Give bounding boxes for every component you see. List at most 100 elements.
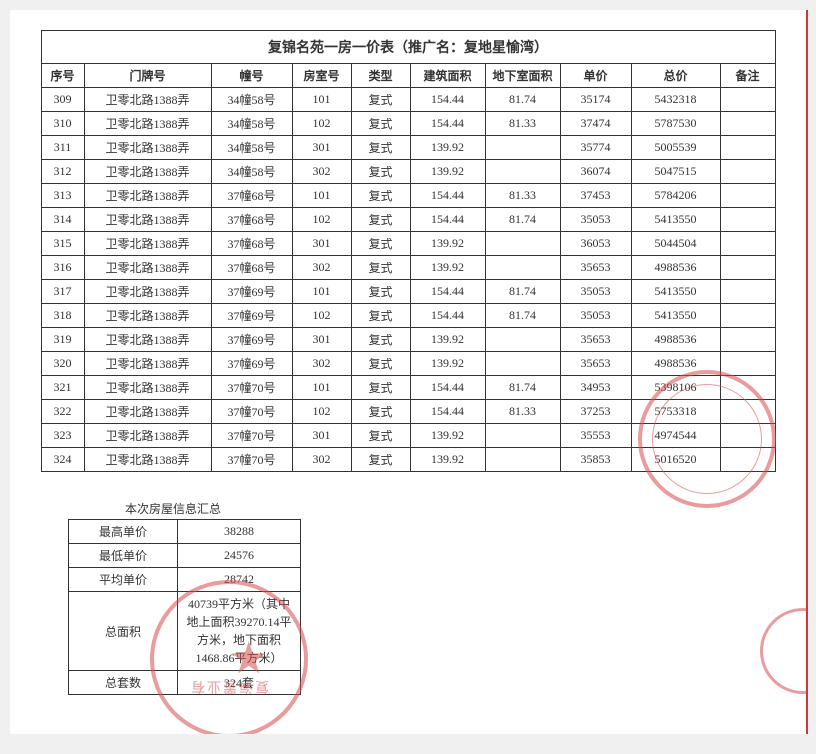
table-cell: 101 (292, 88, 351, 112)
table-cell (485, 448, 560, 472)
table-cell: 302 (292, 160, 351, 184)
table-cell (485, 160, 560, 184)
table-cell: 复式 (351, 232, 410, 256)
table-cell: 318 (41, 304, 84, 328)
table-cell: 35553 (560, 424, 631, 448)
table-cell (485, 136, 560, 160)
table-row: 324卫零北路1388弄37幢70号302复式139.9235853501652… (41, 448, 775, 472)
summary-label: 最低单价 (69, 544, 178, 568)
col-seq: 序号 (41, 64, 84, 88)
col-total: 总价 (631, 64, 720, 88)
table-row: 313卫零北路1388弄37幢68号101复式154.4481.33374535… (41, 184, 775, 208)
table-cell: 37幢69号 (211, 328, 292, 352)
table-cell: 复式 (351, 280, 410, 304)
table-cell (485, 424, 560, 448)
table-cell: 35053 (560, 208, 631, 232)
table-cell: 卫零北路1388弄 (84, 424, 211, 448)
table-cell: 324 (41, 448, 84, 472)
table-cell: 35053 (560, 304, 631, 328)
table-cell: 302 (292, 352, 351, 376)
table-cell: 34幢58号 (211, 88, 292, 112)
table-cell: 4988536 (631, 256, 720, 280)
col-addr: 门牌号 (84, 64, 211, 88)
summary-count-value: 324套 (178, 671, 301, 695)
table-cell: 34幢58号 (211, 112, 292, 136)
table-cell (720, 232, 775, 256)
table-cell: 复式 (351, 160, 410, 184)
table-cell: 81.74 (485, 208, 560, 232)
table-cell: 309 (41, 88, 84, 112)
table-cell (720, 424, 775, 448)
table-cell: 34幢58号 (211, 160, 292, 184)
table-cell (720, 376, 775, 400)
table-cell: 311 (41, 136, 84, 160)
summary-table: 最高单价38288最低单价24576平均单价28742 总面积 40739平方米… (68, 519, 301, 695)
table-cell: 复式 (351, 400, 410, 424)
table-cell: 卫零北路1388弄 (84, 136, 211, 160)
summary-area-label: 总面积 (69, 592, 178, 671)
table-cell (720, 280, 775, 304)
table-cell: 34953 (560, 376, 631, 400)
summary-value: 24576 (178, 544, 301, 568)
table-cell: 139.92 (410, 136, 485, 160)
table-row: 315卫零北路1388弄37幢68号301复式139.9236053504450… (41, 232, 775, 256)
table-cell: 139.92 (410, 424, 485, 448)
col-note: 备注 (720, 64, 775, 88)
col-bldg: 幢号 (211, 64, 292, 88)
table-cell (720, 88, 775, 112)
table-cell: 37幢70号 (211, 400, 292, 424)
table-cell: 卫零北路1388弄 (84, 184, 211, 208)
table-cell (485, 232, 560, 256)
table-cell: 154.44 (410, 88, 485, 112)
table-cell: 卫零北路1388弄 (84, 280, 211, 304)
table-cell: 323 (41, 424, 84, 448)
table-cell: 315 (41, 232, 84, 256)
table-cell: 37幢70号 (211, 424, 292, 448)
table-cell: 139.92 (410, 352, 485, 376)
table-cell: 卫零北路1388弄 (84, 352, 211, 376)
table-cell: 154.44 (410, 400, 485, 424)
table-cell: 301 (292, 328, 351, 352)
table-cell: 35774 (560, 136, 631, 160)
table-cell: 5413550 (631, 304, 720, 328)
table-cell: 317 (41, 280, 84, 304)
table-cell: 复式 (351, 112, 410, 136)
table-cell: 卫零北路1388弄 (84, 232, 211, 256)
table-cell: 卫零北路1388弄 (84, 208, 211, 232)
table-row: 321卫零北路1388弄37幢70号101复式154.4481.74349535… (41, 376, 775, 400)
table-row: 319卫零北路1388弄37幢69号301复式139.9235653498853… (41, 328, 775, 352)
table-cell (720, 328, 775, 352)
table-cell: 复式 (351, 448, 410, 472)
table-cell (720, 400, 775, 424)
table-cell (720, 112, 775, 136)
table-cell (720, 256, 775, 280)
table-row: 317卫零北路1388弄37幢69号101复式154.4481.74350535… (41, 280, 775, 304)
table-cell: 复式 (351, 208, 410, 232)
table-cell: 37幢68号 (211, 184, 292, 208)
table-cell: 5413550 (631, 208, 720, 232)
table-cell: 卫零北路1388弄 (84, 400, 211, 424)
table-cell: 101 (292, 184, 351, 208)
table-cell: 4974544 (631, 424, 720, 448)
table-cell: 302 (292, 256, 351, 280)
table-cell: 139.92 (410, 328, 485, 352)
table-cell: 卫零北路1388弄 (84, 304, 211, 328)
table-cell: 卫零北路1388弄 (84, 88, 211, 112)
official-stamp-3 (760, 608, 808, 694)
table-cell (720, 136, 775, 160)
table-cell: 35853 (560, 448, 631, 472)
table-cell: 复式 (351, 136, 410, 160)
table-cell (720, 448, 775, 472)
table-cell: 5005539 (631, 136, 720, 160)
table-cell: 139.92 (410, 448, 485, 472)
table-cell: 35653 (560, 328, 631, 352)
table-cell (485, 256, 560, 280)
table-cell: 314 (41, 208, 84, 232)
table-cell (720, 352, 775, 376)
table-cell: 321 (41, 376, 84, 400)
table-cell: 102 (292, 208, 351, 232)
table-cell: 5753318 (631, 400, 720, 424)
table-row: 318卫零北路1388弄37幢69号102复式154.4481.74350535… (41, 304, 775, 328)
table-cell: 313 (41, 184, 84, 208)
summary-row: 最低单价24576 (69, 544, 301, 568)
